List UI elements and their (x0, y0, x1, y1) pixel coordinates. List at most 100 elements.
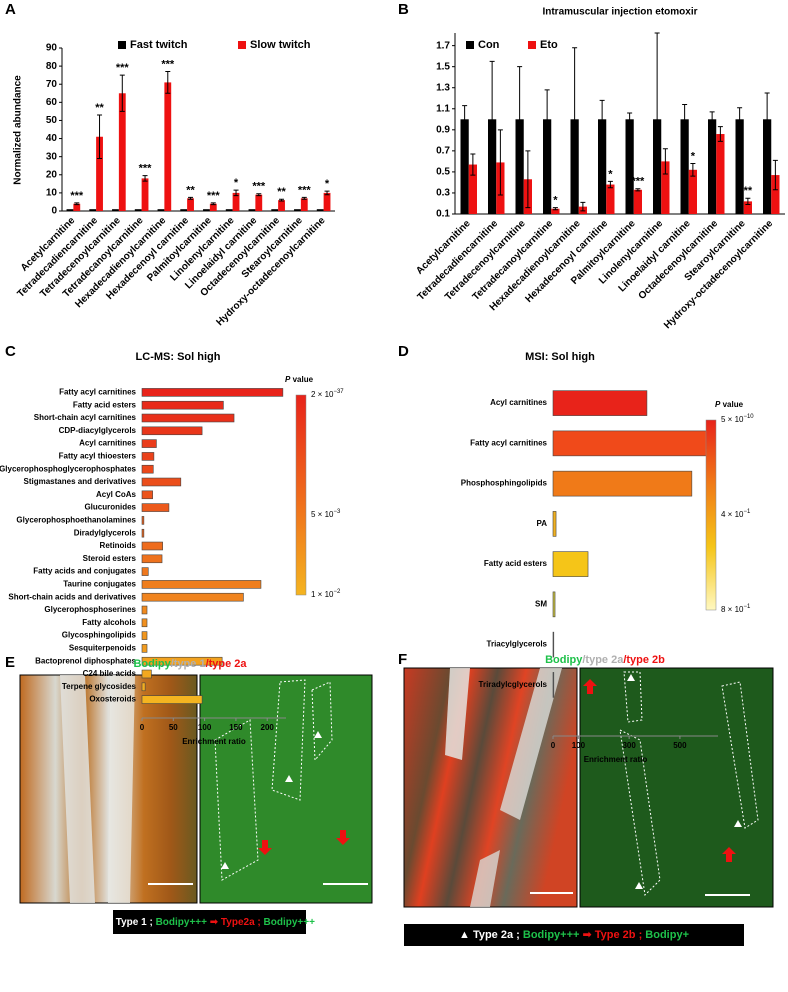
significance-label: * (608, 168, 613, 180)
bar (141, 388, 284, 397)
error-bar (74, 202, 80, 206)
y-tick-label: 60 (46, 97, 58, 108)
y-tick-label: Short-chain acids and derivatives (8, 592, 136, 601)
colorbar-title: P value (285, 375, 314, 384)
bar (141, 695, 203, 704)
colorbar-tick-base: 4 × 10 (721, 510, 744, 519)
bar (141, 567, 149, 576)
bar (141, 592, 244, 602)
y-tick-label: Glycerophosphoethanolamines (16, 516, 136, 525)
legend-part: Bodipy+++ (264, 917, 316, 928)
colorbar-title-text: value (723, 400, 744, 409)
legend-part: Bodipy+ (645, 929, 689, 941)
chart-title: LC-MS: Sol high (136, 351, 221, 363)
bar (118, 93, 126, 211)
bar (771, 175, 780, 214)
error-bar (97, 114, 103, 159)
error-bar (544, 89, 550, 150)
chart-title: Intramuscular injection etomoxir (542, 7, 697, 18)
y-tick-label: Acyl CoAs (96, 490, 137, 499)
bar (460, 119, 469, 214)
bar (180, 209, 188, 211)
panel-title: Bodipy/type 1/type 2a (133, 658, 247, 670)
y-tick-label: PA (536, 519, 547, 528)
y-tick-label: Bactoprenol diphosphates (35, 656, 136, 665)
panel-letter: C (5, 343, 16, 360)
y-tick-label: 80 (46, 61, 58, 72)
legend-swatch (238, 41, 246, 49)
title-part: /type 1 (171, 658, 206, 670)
colorbar-tick-label: 1 × 10−2 (311, 589, 341, 600)
legend-label: Eto (540, 39, 558, 51)
y-tick-label: C24 bile acids (83, 669, 137, 678)
y-tick-label: CDP-diacylglycerols (59, 426, 137, 435)
bar (633, 189, 642, 214)
bar (225, 209, 233, 211)
error-bar (682, 104, 688, 135)
significance-label: * (691, 150, 696, 162)
panel-letter: B (398, 1, 409, 18)
colorbar-symbol: P (285, 375, 291, 384)
y-tick-label: Triradylcglycerols (479, 680, 548, 689)
bar (66, 209, 74, 211)
bar (112, 209, 119, 211)
title-part: Bodipy (133, 658, 171, 670)
bar (763, 119, 772, 214)
bar (271, 209, 279, 211)
bar (735, 119, 744, 214)
title-part: /type 2a (206, 658, 248, 670)
y-tick-label: 1.5 (436, 61, 450, 72)
colorbar-tick-exp: −3 (333, 509, 341, 515)
significance-label: *** (252, 181, 266, 193)
panel-legend: ▲ Type 1 ; Bodipy+++ ➡ Type2a ; Bodipy++… (103, 917, 315, 928)
y-tick-label: 10 (46, 188, 58, 199)
bar (688, 169, 697, 214)
error-bar (210, 202, 216, 206)
bar (203, 209, 210, 211)
y-tick-label: 0 (51, 206, 57, 217)
colorbar-title: P value (715, 400, 744, 409)
title-part: /type 2a (582, 654, 624, 666)
bar (278, 200, 285, 211)
y-tick-label: Fatty acid esters (73, 400, 137, 409)
y-tick-label: Fatty acids and conjugates (33, 567, 136, 576)
y-tick-label: Phosphosphingolipids (461, 479, 548, 488)
y-tick-label: Fatty acyl carnitines (470, 438, 547, 447)
bar (661, 161, 670, 214)
error-bar (525, 150, 531, 209)
significance-label: ** (744, 185, 753, 197)
colorbar-tick-label: 4 × 10−1 (721, 509, 751, 520)
bar (141, 541, 163, 551)
legend-part: ➡ Type2a ; (210, 917, 264, 928)
bar (141, 452, 155, 461)
x-tick-label: 100 (572, 741, 586, 750)
error-bar (764, 92, 770, 147)
colorbar-title-text: value (293, 375, 314, 384)
y-tick-label: Triacylglycerols (487, 640, 548, 649)
error-bar (517, 66, 523, 173)
y-tick-label: 0.9 (436, 124, 450, 135)
y-tick-label: 30 (46, 151, 58, 162)
significance-label: * (553, 195, 558, 207)
bar (141, 400, 224, 410)
y-tick-label: 0.3 (436, 188, 450, 199)
x-tick-label: 100 (198, 723, 212, 732)
legend-label: Slow twitch (250, 39, 311, 51)
y-tick-label: Fatty acyl thioesters (59, 452, 137, 461)
bar (316, 209, 324, 211)
error-bar (580, 201, 586, 212)
significance-label: * (234, 177, 239, 189)
bar (141, 580, 262, 589)
y-tick-label: Fatty alcohols (82, 618, 136, 627)
y-tick-label: Stigmastanes and derivatives (24, 477, 137, 486)
bar (552, 672, 555, 698)
error-bar (256, 193, 262, 197)
colorbar-tick-exp: −10 (743, 414, 754, 420)
panel-title: Bodipy/type 2a/type 2b (545, 654, 665, 666)
y-tick-label: Glycosphingolipids (62, 631, 137, 640)
colorbar-tick-base: 8 × 10 (721, 605, 744, 614)
y-tick-label: 1.1 (436, 103, 450, 114)
legend-box-f (404, 924, 744, 946)
colorbar-tick-base: 2 × 10 (311, 390, 334, 399)
